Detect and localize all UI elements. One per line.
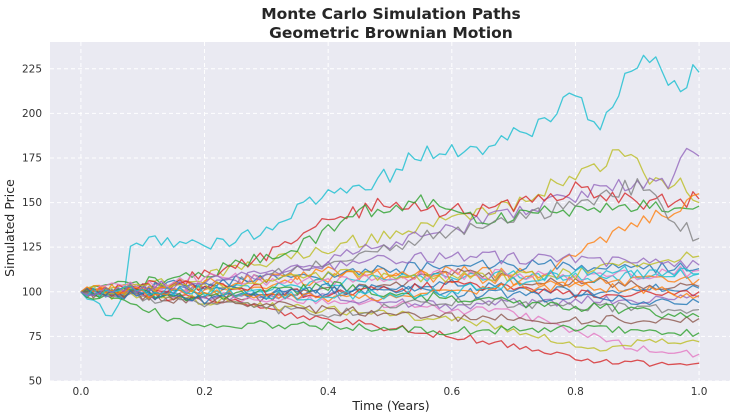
y-tick-label: 125 bbox=[22, 242, 42, 254]
y-axis-ticks: 50 75 100 125 150 175 200 225 bbox=[22, 63, 42, 387]
chart-title: Monte Carlo Simulation Paths bbox=[261, 5, 521, 23]
y-tick-label: 50 bbox=[29, 376, 42, 388]
x-tick-label: 1.0 bbox=[691, 386, 708, 398]
series-path-25 bbox=[80, 280, 700, 303]
x-tick-label: 0.4 bbox=[320, 386, 337, 398]
series-path-27 bbox=[80, 250, 700, 297]
y-tick-label: 175 bbox=[22, 152, 42, 164]
series-path-23 bbox=[80, 251, 700, 295]
y-axis-label: Simulated Price bbox=[2, 179, 17, 277]
series-path-13 bbox=[80, 291, 700, 337]
x-tick-label: 0.8 bbox=[567, 386, 584, 398]
y-tick-label: 200 bbox=[22, 108, 42, 120]
series-path-26 bbox=[80, 265, 700, 303]
y-tick-label: 150 bbox=[22, 197, 42, 209]
series-path-4 bbox=[80, 181, 700, 295]
series-path-11 bbox=[80, 287, 700, 367]
x-tick-label: 0.0 bbox=[73, 386, 90, 398]
x-axis-label: Time (Years) bbox=[351, 398, 429, 413]
series-path-5 bbox=[80, 194, 700, 293]
series-path-1 bbox=[80, 54, 700, 317]
series-path-24 bbox=[80, 282, 700, 306]
series-layer bbox=[80, 54, 700, 367]
x-tick-label: 0.6 bbox=[443, 386, 460, 398]
x-tick-label: 0.2 bbox=[196, 386, 213, 398]
x-axis-ticks: 0.0 0.2 0.4 0.6 0.8 1.0 bbox=[73, 386, 708, 398]
y-tick-label: 225 bbox=[22, 63, 42, 75]
chart-subtitle: Geometric Brownian Motion bbox=[269, 24, 513, 42]
y-tick-label: 75 bbox=[29, 331, 42, 343]
y-tick-label: 100 bbox=[22, 286, 42, 298]
series-path-17 bbox=[80, 291, 700, 318]
